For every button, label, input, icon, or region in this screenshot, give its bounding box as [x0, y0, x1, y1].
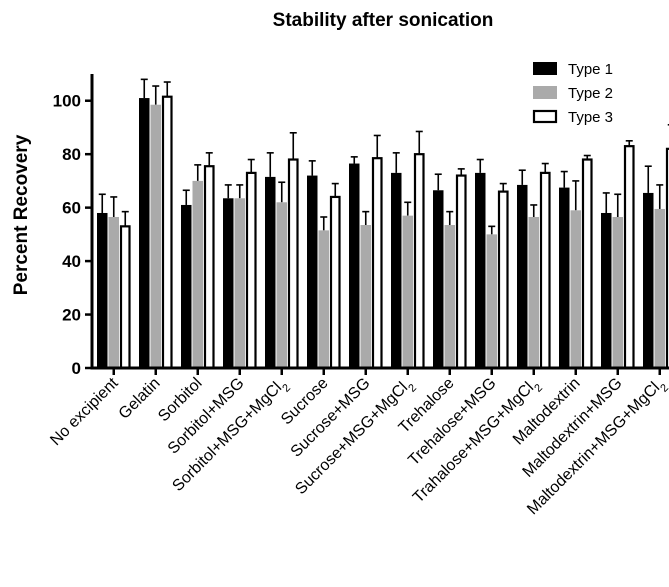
bar	[119, 225, 131, 370]
bar	[455, 174, 467, 370]
bar	[402, 215, 413, 368]
bar	[223, 198, 234, 368]
bar	[234, 198, 245, 368]
bar	[517, 184, 528, 368]
bar	[360, 225, 371, 368]
y-tick-label: 0	[72, 359, 81, 378]
bar	[486, 234, 497, 368]
bar	[601, 212, 612, 368]
bar	[475, 172, 486, 368]
y-tick-label: 40	[62, 252, 81, 271]
bar	[97, 212, 108, 368]
bar	[643, 192, 654, 368]
legend-label: Type 2	[568, 85, 613, 102]
y-axis-label: Percent Recovery	[11, 134, 32, 295]
bar	[391, 172, 402, 368]
bar	[307, 175, 318, 368]
y-tick-label: 20	[62, 306, 81, 325]
legend-label: Type 3	[568, 109, 613, 126]
bar	[139, 98, 150, 369]
bar	[528, 216, 539, 368]
y-tick-label: 100	[53, 92, 81, 111]
bar	[654, 208, 665, 368]
bar	[612, 216, 623, 368]
bar	[108, 216, 119, 368]
bar	[161, 95, 173, 370]
legend-swatch	[532, 109, 558, 124]
legend: Type 1 Type 2 Type 3	[532, 61, 613, 126]
legend-swatch	[533, 62, 557, 75]
legend-label: Type 1	[568, 61, 613, 78]
bar	[203, 165, 215, 370]
bar	[539, 171, 551, 370]
x-tick-label: No excipient	[47, 374, 122, 449]
bar	[181, 204, 192, 368]
bar	[150, 104, 161, 369]
bar	[570, 210, 581, 368]
chart-title: Stability after sonication	[273, 10, 494, 31]
bar	[444, 225, 455, 368]
bar	[665, 147, 669, 370]
y-tick-label: 60	[62, 199, 81, 218]
bar	[371, 157, 383, 370]
y-tick-label: 80	[62, 145, 81, 164]
bar	[265, 176, 276, 368]
bar	[318, 230, 329, 368]
bar	[329, 195, 341, 370]
bar	[559, 187, 570, 368]
bar	[623, 145, 635, 370]
bar	[287, 158, 299, 370]
bar	[245, 171, 257, 370]
bar	[413, 153, 425, 370]
bar	[192, 180, 203, 368]
bar	[581, 158, 593, 370]
legend-swatch	[533, 86, 557, 99]
bar	[433, 190, 444, 368]
bar	[497, 190, 509, 370]
bar	[349, 163, 360, 368]
bar	[276, 202, 287, 368]
